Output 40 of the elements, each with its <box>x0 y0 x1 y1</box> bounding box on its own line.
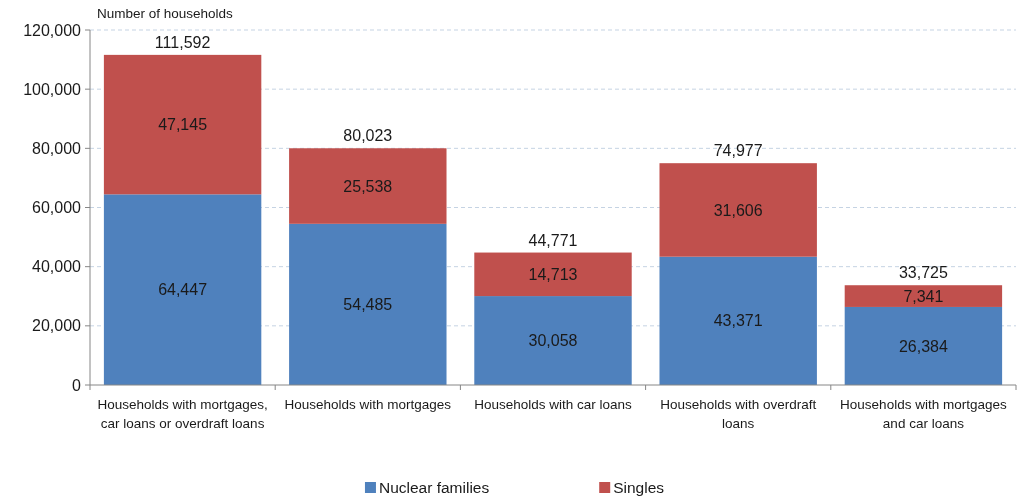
data-label: 64,447 <box>158 281 208 299</box>
y-tick-label: 120,000 <box>23 21 82 39</box>
bar <box>659 256 817 385</box>
bar <box>659 163 817 257</box>
data-label: 47,145 <box>158 116 208 134</box>
x-tick-label: Households with mortgages <box>284 397 452 412</box>
y-tick-label: 0 <box>72 376 82 394</box>
total-label: 80,023 <box>343 127 393 145</box>
bar <box>474 252 632 297</box>
x-tick-label: Households with overdraft loans <box>660 397 817 431</box>
bar <box>103 194 262 385</box>
y-tick-label: 60,000 <box>32 199 82 217</box>
x-tick-label: Households with mortgages and car loans <box>840 397 1007 431</box>
total-label: 44,771 <box>528 231 578 249</box>
y-tick-label: 40,000 <box>32 258 82 276</box>
data-label: 14,713 <box>528 265 578 283</box>
data-label: 31,606 <box>713 201 763 219</box>
bar <box>289 223 447 385</box>
bar <box>844 306 1003 385</box>
y-tick-label: 100,000 <box>23 80 82 98</box>
y-tick-label: 80,000 <box>32 139 82 157</box>
legend-label: Singles <box>613 479 665 497</box>
data-label: 26,384 <box>898 337 948 355</box>
data-label: 30,058 <box>528 332 578 350</box>
y-axis-title: Number of households <box>97 6 234 21</box>
bar <box>103 54 262 195</box>
data-label: 25,538 <box>343 177 393 195</box>
data-label: 7,341 <box>903 287 944 305</box>
bar <box>474 296 632 385</box>
data-label: 54,485 <box>343 296 393 314</box>
y-tick-label: 20,000 <box>32 317 82 335</box>
total-label: 74,977 <box>713 142 763 160</box>
x-tick-label: Households with car loans <box>474 397 633 412</box>
data-label: 43,371 <box>713 312 763 330</box>
total-label: 33,725 <box>898 264 948 282</box>
x-tick-label: Households with mortgages, car loans or overdraft loans <box>97 397 268 431</box>
total-label: 111,592 <box>154 33 211 51</box>
legend-label: Nuclear families <box>378 479 490 497</box>
bar <box>289 148 447 224</box>
bar <box>844 285 1003 307</box>
